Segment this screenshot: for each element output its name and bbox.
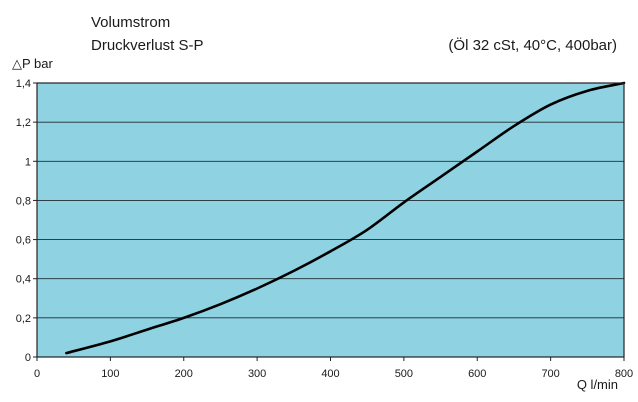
grid-lines xyxy=(37,121,624,319)
y-tick-label: 1,4 xyxy=(16,78,31,90)
x-tick-label: 600 xyxy=(468,368,486,380)
plot-border xyxy=(36,82,625,358)
y-tick-label: 0,6 xyxy=(16,235,31,247)
x-tick-label: 800 xyxy=(615,368,633,380)
x-tick-label: 0 xyxy=(34,368,40,380)
axis-ticks: 0 0,2 0,4 0,6 0,8 1 1,2 1,4 0 100 200 300 400 500 600 7… xyxy=(16,78,633,380)
x-tick-label: 400 xyxy=(321,368,339,380)
y-tick-label: 0,4 xyxy=(16,274,31,286)
x-tick-label: 300 xyxy=(248,368,266,380)
series-line xyxy=(65,81,626,355)
x-tick-label: 200 xyxy=(175,368,193,380)
chart-title: Volumstrom xyxy=(91,14,170,31)
plot-area xyxy=(37,83,624,357)
chart-conditions: (Öl 32 cSt, 40°C, 400bar) xyxy=(448,36,617,54)
y-axis-label: △P bar xyxy=(12,56,54,71)
x-tick-label: 500 xyxy=(395,368,413,380)
x-axis-label: Q l/min xyxy=(577,377,618,392)
y-tick-label: 1,2 xyxy=(16,117,31,129)
y-tick-label: 0,2 xyxy=(16,313,31,325)
y-tick-label: 0 xyxy=(25,352,31,364)
x-tick-label: 700 xyxy=(541,368,559,380)
y-tick-label: 1 xyxy=(25,156,31,168)
y-tick-label: 0,8 xyxy=(16,195,31,207)
chart-subtitle: Druckverlust S-P xyxy=(91,37,204,54)
x-tick-label: 100 xyxy=(101,368,119,380)
